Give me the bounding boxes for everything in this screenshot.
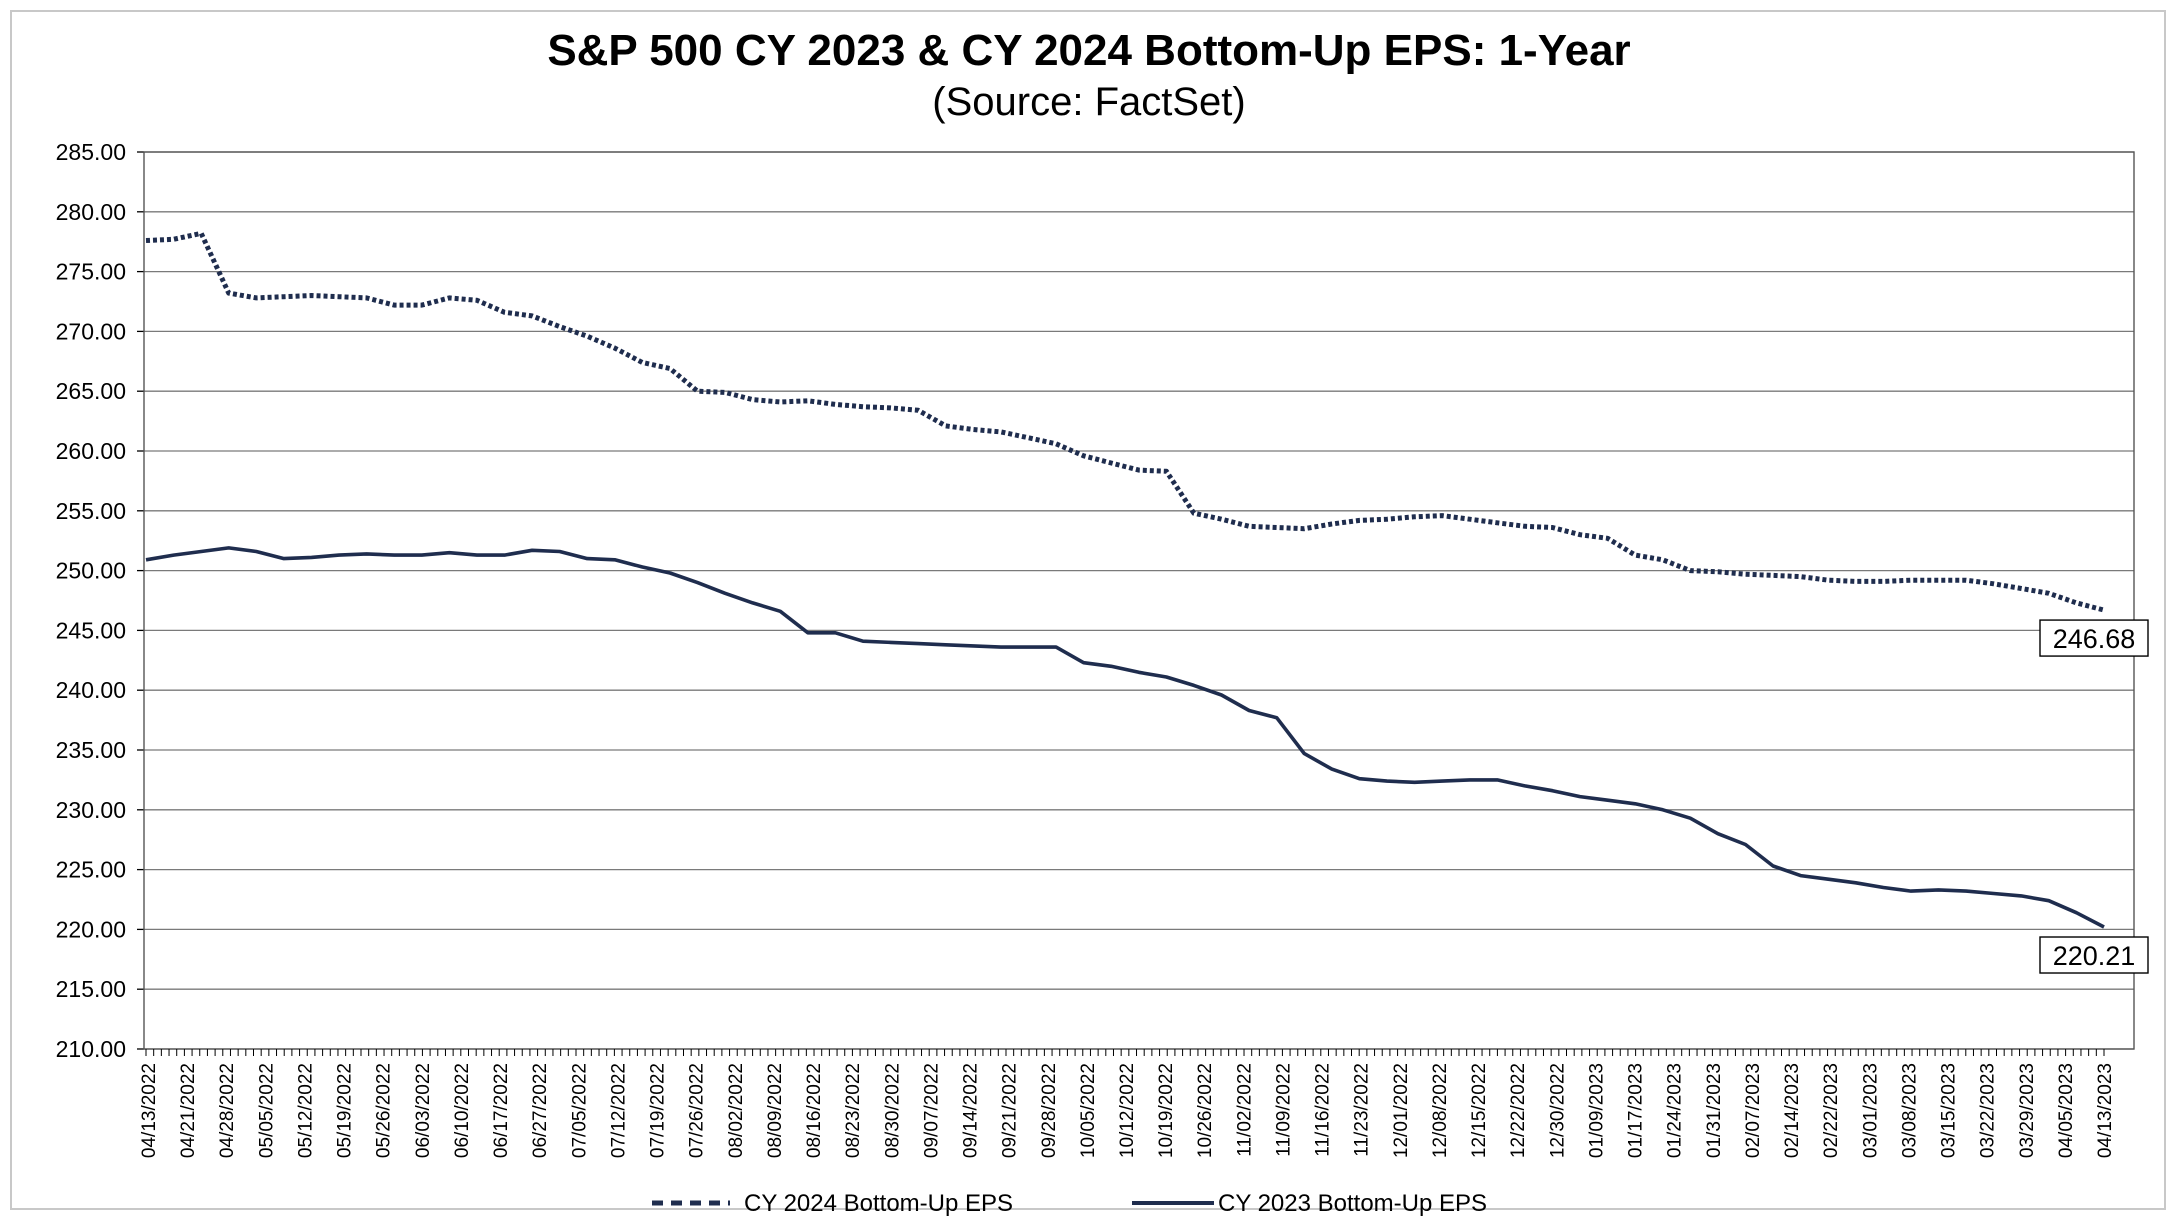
x-tick-label: 11/16/2022 [1313, 1063, 1334, 1157]
x-tick-label: 10/19/2022 [1156, 1063, 1177, 1158]
y-tick-label: 215.00 [56, 976, 126, 1002]
plot-area [143, 151, 2135, 1050]
x-tick-label: 05/26/2022 [374, 1063, 395, 1158]
x-tick-label: 04/13/2022 [139, 1063, 160, 1158]
y-tick-label: 260.00 [56, 438, 126, 464]
x-tick-label: 12/22/2022 [1508, 1063, 1529, 1158]
y-tick-label: 235.00 [56, 737, 126, 763]
x-tick-label: 11/23/2022 [1352, 1063, 1373, 1157]
x-tick-label: 01/17/2023 [1626, 1063, 1647, 1158]
series-lines [145, 230, 2105, 929]
x-axis-ticks: 04/13/2022 04/21/2022 04/28/2022 05/05/2022… [139, 1063, 2116, 1158]
x-tick-label: 08/09/2022 [765, 1063, 786, 1158]
series-line-cy2024 [145, 230, 2105, 613]
x-tick-label: 12/15/2022 [1469, 1063, 1490, 1158]
y-tick-label: 240.00 [56, 677, 126, 703]
y-tick-label: 225.00 [56, 857, 126, 883]
chart-subtitle: (Source: FactSet) [932, 80, 1246, 124]
x-tick-label: 07/26/2022 [687, 1063, 708, 1158]
y-tick-label: 265.00 [56, 378, 126, 404]
x-tick-label: 08/30/2022 [882, 1063, 903, 1158]
series-line-cy2023 [145, 546, 2105, 929]
x-tick-label: 10/12/2022 [1117, 1063, 1138, 1158]
x-tick-label: 09/07/2022 [921, 1063, 942, 1158]
end-value-labels: 246.68 220.21 [2039, 619, 2149, 974]
y-tick-label: 250.00 [56, 558, 126, 584]
x-tick-label: 04/05/2023 [2056, 1063, 2077, 1158]
x-tick-label: 07/05/2022 [569, 1063, 590, 1158]
end-value-label: 220.21 [2053, 941, 2136, 971]
x-tick-label: 03/08/2023 [1899, 1063, 1920, 1158]
x-tick-label: 06/10/2022 [452, 1063, 473, 1158]
chart-title: S&P 500 CY 2023 & CY 2024 Bottom-Up EPS:… [547, 26, 1631, 75]
x-tick-label: 03/22/2023 [1978, 1063, 1999, 1158]
y-tick-label: 270.00 [56, 318, 126, 344]
chart-frame [10, 10, 2166, 1210]
x-tick-label: 09/14/2022 [961, 1063, 982, 1158]
end-value-label: 246.68 [2053, 624, 2136, 654]
x-tick-label: 02/22/2023 [1821, 1063, 1842, 1158]
y-tick-label: 275.00 [56, 259, 126, 285]
x-tick-label: 05/05/2022 [256, 1063, 277, 1158]
x-tick-label: 09/28/2022 [1039, 1063, 1060, 1158]
y-tick-label: 255.00 [56, 498, 126, 524]
x-tick-label: 09/21/2022 [1000, 1063, 1021, 1158]
x-tick-label: 04/21/2022 [178, 1063, 199, 1158]
x-tick-label: 06/03/2022 [413, 1063, 434, 1158]
x-tick-label: 12/01/2022 [1391, 1063, 1412, 1158]
x-tick-label: 12/30/2022 [1547, 1063, 1568, 1158]
end-label-box [2039, 936, 2149, 974]
x-tick-label: 03/29/2023 [2017, 1063, 2038, 1158]
x-tick-label: 05/12/2022 [295, 1063, 316, 1158]
x-tick-label: 07/12/2022 [608, 1063, 629, 1158]
x-tick-label: 06/17/2022 [491, 1063, 512, 1158]
end-label-box [2039, 619, 2149, 657]
x-tick-label: 11/02/2022 [1234, 1063, 1255, 1157]
x-tick-label: 02/14/2023 [1782, 1063, 1803, 1158]
x-tick-label: 10/26/2022 [1195, 1063, 1216, 1158]
y-tick-label: 245.00 [56, 617, 126, 643]
x-tick-label: 04/28/2022 [217, 1063, 238, 1158]
x-tick-label: 03/15/2023 [1939, 1063, 1960, 1158]
x-tick-label: 03/01/2023 [1860, 1063, 1881, 1158]
y-tick-label: 230.00 [56, 797, 126, 823]
y-axis-ticks: 210.00 215.00 220.00 225.00 230.00 235.00 240.… [56, 139, 126, 1062]
y-tick-label: 220.00 [56, 916, 126, 942]
x-tick-label: 08/23/2022 [843, 1063, 864, 1158]
legend-label: CY 2024 Bottom-Up EPS [744, 1190, 1013, 1217]
y-tick-label: 285.00 [56, 139, 126, 165]
x-tick-label: 04/13/2023 [2095, 1063, 2116, 1158]
x-tick-label: 10/05/2022 [1078, 1063, 1099, 1158]
gridlines [137, 151, 2135, 1056]
x-tick-label: 01/31/2023 [1704, 1063, 1725, 1158]
x-tick-label: 02/07/2023 [1743, 1063, 1764, 1158]
x-tick-label: 08/02/2022 [726, 1063, 747, 1158]
x-tick-label: 11/09/2022 [1273, 1063, 1294, 1157]
y-tick-label: 210.00 [56, 1036, 126, 1062]
x-tick-label: 05/19/2022 [335, 1063, 356, 1158]
legend-label: CY 2023 Bottom-Up EPS [1218, 1190, 1487, 1217]
x-tick-label: 12/08/2022 [1430, 1063, 1451, 1158]
x-tick-label: 07/19/2022 [648, 1063, 669, 1158]
x-tick-label: 01/09/2023 [1586, 1063, 1607, 1158]
legend: CY 2024 Bottom-Up EPS CY 2023 Bottom-Up E… [652, 1190, 1487, 1217]
x-tick-label: 08/16/2022 [804, 1063, 825, 1158]
x-tick-label: 06/27/2022 [530, 1063, 551, 1158]
y-tick-label: 280.00 [56, 199, 126, 225]
x-tick-label: 01/24/2023 [1665, 1063, 1686, 1158]
